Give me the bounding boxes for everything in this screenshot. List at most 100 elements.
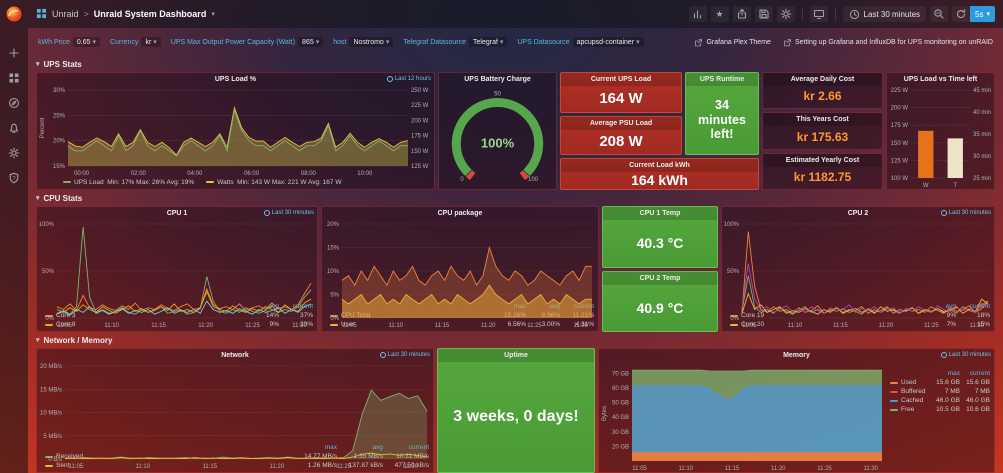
save-dashboard-button[interactable] xyxy=(754,6,773,22)
ups-stats-row: UPS Load % Last 12 hours 15% 20% 25% 30% 125 … xyxy=(36,72,995,190)
time-range-badge[interactable]: Last 30 minutes xyxy=(380,352,430,358)
panel-title[interactable]: CPU 1 Temp xyxy=(639,210,681,217)
row-header-cpu-stats[interactable]: ▾ CPU Stats xyxy=(36,193,83,203)
svg-text:0%: 0% xyxy=(45,316,54,322)
cpu1-chart[interactable]: 0% 50% 100% 11:05 11:10 11:15 11:20 11:25 11:30 xyxy=(37,220,317,329)
svg-text:0: 0 xyxy=(460,177,464,183)
variable-telegraf-datasource: Telegraf Datasource Telegraf ▾ xyxy=(403,37,508,47)
panel-title[interactable]: CPU 1 xyxy=(166,210,188,217)
load-vs-time-chart[interactable]: 100 W 125 W 150 W 175 W 200 W 225 W 25 min 30 m… xyxy=(887,86,994,189)
panel-title[interactable]: Memory xyxy=(783,352,810,359)
chevron-down-icon: ▾ xyxy=(315,39,320,46)
dashboards-icon[interactable] xyxy=(6,70,22,86)
link-grafana-plex-theme[interactable]: Grafana Plex Theme xyxy=(694,38,771,47)
variable-value-dropdown[interactable]: Nostromo ▾ xyxy=(349,37,394,47)
svg-text:11:30: 11:30 xyxy=(573,323,588,329)
panel-average-daily-cost: Average Daily Cost kr 2.66 xyxy=(762,72,883,110)
alerting-bell-icon[interactable] xyxy=(6,120,22,136)
network-chart[interactable]: 0 B/s 5 MB/s 10 MB/s 15 MB/s 20 MB/s 11:05 11:… xyxy=(37,362,433,470)
panel-title[interactable]: Network xyxy=(221,352,249,359)
legend-row[interactable]: Sent 1.26 MB/s 137.87 kB/s 477.50 kB/s xyxy=(45,461,429,470)
refresh-icon xyxy=(957,9,966,19)
variable-value-dropdown[interactable]: kr ▾ xyxy=(141,37,161,47)
svg-text:100 W: 100 W xyxy=(891,176,909,182)
grafana-logo[interactable] xyxy=(5,5,23,23)
panel-title[interactable]: CPU package xyxy=(437,210,483,217)
svg-text:50 GB: 50 GB xyxy=(612,401,629,407)
zoom-out-button[interactable] xyxy=(930,6,949,22)
svg-text:0%: 0% xyxy=(730,316,739,322)
chevron-down-icon[interactable]: ▾ xyxy=(211,11,215,18)
ups-load-chart[interactable]: 15% 20% 25% 30% 125 W 150 W 175 W 200 W 225 W 250… xyxy=(37,86,434,177)
legend-row[interactable]: Core 8 9% 20% xyxy=(45,320,313,329)
panel-title[interactable]: This Years Cost xyxy=(796,116,849,124)
cpu-package-chart[interactable]: 0% 5% 10% 15% 20% 11:05 11:10 11:15 11:20 11:25 11… xyxy=(322,220,598,329)
link-ups-monitoring-guide[interactable]: Setting up Grafana and InfluxDB for UPS … xyxy=(783,38,993,47)
cpu2-chart[interactable]: 0% 50% 100% 11:05 11:10 11:15 11:20 11:25 11:30 xyxy=(722,220,994,329)
panel-title[interactable]: CPU 2 Temp xyxy=(639,274,681,282)
time-range-badge[interactable]: Last 12 hours xyxy=(387,76,431,82)
panel-title[interactable]: Average PSU Load xyxy=(589,120,653,127)
panel-title[interactable]: UPS Battery Charge xyxy=(464,76,531,83)
refresh-button[interactable] xyxy=(952,6,971,22)
svg-text:11:10: 11:10 xyxy=(388,323,403,329)
panel-title[interactable]: UPS Load % xyxy=(214,76,257,83)
panel-title[interactable]: CPU 2 xyxy=(847,210,869,217)
variable-ups-datasource: UPS Datasource apcupsd-container ▾ xyxy=(517,37,644,47)
legend-row[interactable]: User 6.56% 3.00% 4.31% xyxy=(330,320,594,329)
panel-title[interactable]: UPS Runtime xyxy=(699,76,745,83)
legend-row[interactable]: Cached 46.0 GB 46.0 GB xyxy=(890,396,990,405)
legend-item[interactable]: UPS Load Min: 17% Max: 26% Avg: 19% xyxy=(63,179,194,186)
panel-title[interactable]: Uptime xyxy=(504,352,528,359)
battery-gauge[interactable]: 0 50 100 100% xyxy=(439,86,556,189)
variable-value-dropdown[interactable]: 865 ▾ xyxy=(298,37,324,47)
legend-row[interactable]: Received 14.77 MB/s 1.35 MB/s 10.31 MB/s xyxy=(45,452,429,461)
svg-text:T: T xyxy=(953,183,957,189)
panel-title[interactable]: UPS Load vs Time left xyxy=(903,76,978,83)
variable-value-dropdown[interactable]: apcupsd-container ▾ xyxy=(572,37,644,47)
submenu-variables-bar: kWh Price 0.65 ▾ Currency kr ▾ UPS Max Outpu… xyxy=(28,28,1003,56)
add-icon[interactable] xyxy=(6,45,22,61)
time-range-badge[interactable]: Last 30 minutes xyxy=(941,352,991,358)
legend-row[interactable]: Core 19 9% 18% xyxy=(730,311,990,320)
time-range-badge[interactable]: Last 30 minutes xyxy=(941,210,991,216)
legend-row[interactable]: Core 20 7% 15% xyxy=(730,320,990,329)
time-range-picker[interactable]: Last 30 minutes xyxy=(842,6,927,22)
svg-text:60 GB: 60 GB xyxy=(612,386,629,392)
cycle-view-monitor-button[interactable] xyxy=(809,6,828,22)
panel-title[interactable]: Average Daily Cost xyxy=(790,76,855,83)
add-panel-button[interactable] xyxy=(688,6,707,22)
star-dashboard-button[interactable]: ★ xyxy=(710,6,729,22)
svg-text:0%: 0% xyxy=(330,316,339,322)
breadcrumb-folder[interactable]: Unraid xyxy=(52,9,79,19)
panel-title[interactable]: Estimated Yearly Cost xyxy=(785,156,860,164)
variable-value-dropdown[interactable]: 0.65 ▾ xyxy=(72,37,101,47)
time-range-badge[interactable]: Last 30 minutes xyxy=(264,210,314,216)
external-link-icon xyxy=(784,38,791,46)
share-dashboard-button[interactable] xyxy=(732,6,751,22)
svg-text:11:15: 11:15 xyxy=(833,323,848,329)
dashboard-title[interactable]: Unraid System Dashboard xyxy=(93,9,207,19)
svg-text:11:15: 11:15 xyxy=(203,464,218,470)
explore-icon[interactable] xyxy=(6,95,22,111)
variable-value-dropdown[interactable]: Telegraf ▾ xyxy=(469,37,508,47)
dashboard-settings-button[interactable] xyxy=(776,6,795,22)
variable-kwh-price: kWh Price 0.65 ▾ xyxy=(38,37,101,47)
row-header-ups-stats[interactable]: ▾ UPS Stats xyxy=(36,59,82,69)
star-icon: ★ xyxy=(715,8,724,19)
configuration-gear-icon[interactable] xyxy=(6,145,22,161)
legend-row[interactable]: Used 15.6 GB 15.6 GB xyxy=(890,378,990,387)
legend-row[interactable]: Buffered 7 MB 7 MB xyxy=(890,387,990,396)
time-range-label: Last 30 minutes xyxy=(863,9,921,19)
help-shield-icon[interactable]: ? xyxy=(6,170,22,186)
row-header-network-memory[interactable]: ▾ Network / Memory xyxy=(36,335,113,345)
panel-title[interactable]: Current UPS Load xyxy=(590,76,652,83)
legend-item[interactable]: Watts Min: 143 W Max: 221 W Avg: 167 W xyxy=(206,179,341,186)
panel-title[interactable]: Current Load kWh xyxy=(629,162,690,169)
legend-row[interactable]: Free 10.5 GB 10.6 GB xyxy=(890,405,990,414)
chevron-down-icon: ▾ xyxy=(636,39,640,46)
legend-row[interactable]: Core 3 14% 37% xyxy=(45,311,313,320)
refresh-interval-select[interactable]: 5s ▾ xyxy=(970,6,995,22)
memory-chart[interactable]: 20 GB 30 GB 40 GB 50 GB 60 GB 70 GB Bytes 11:05… xyxy=(599,362,888,472)
